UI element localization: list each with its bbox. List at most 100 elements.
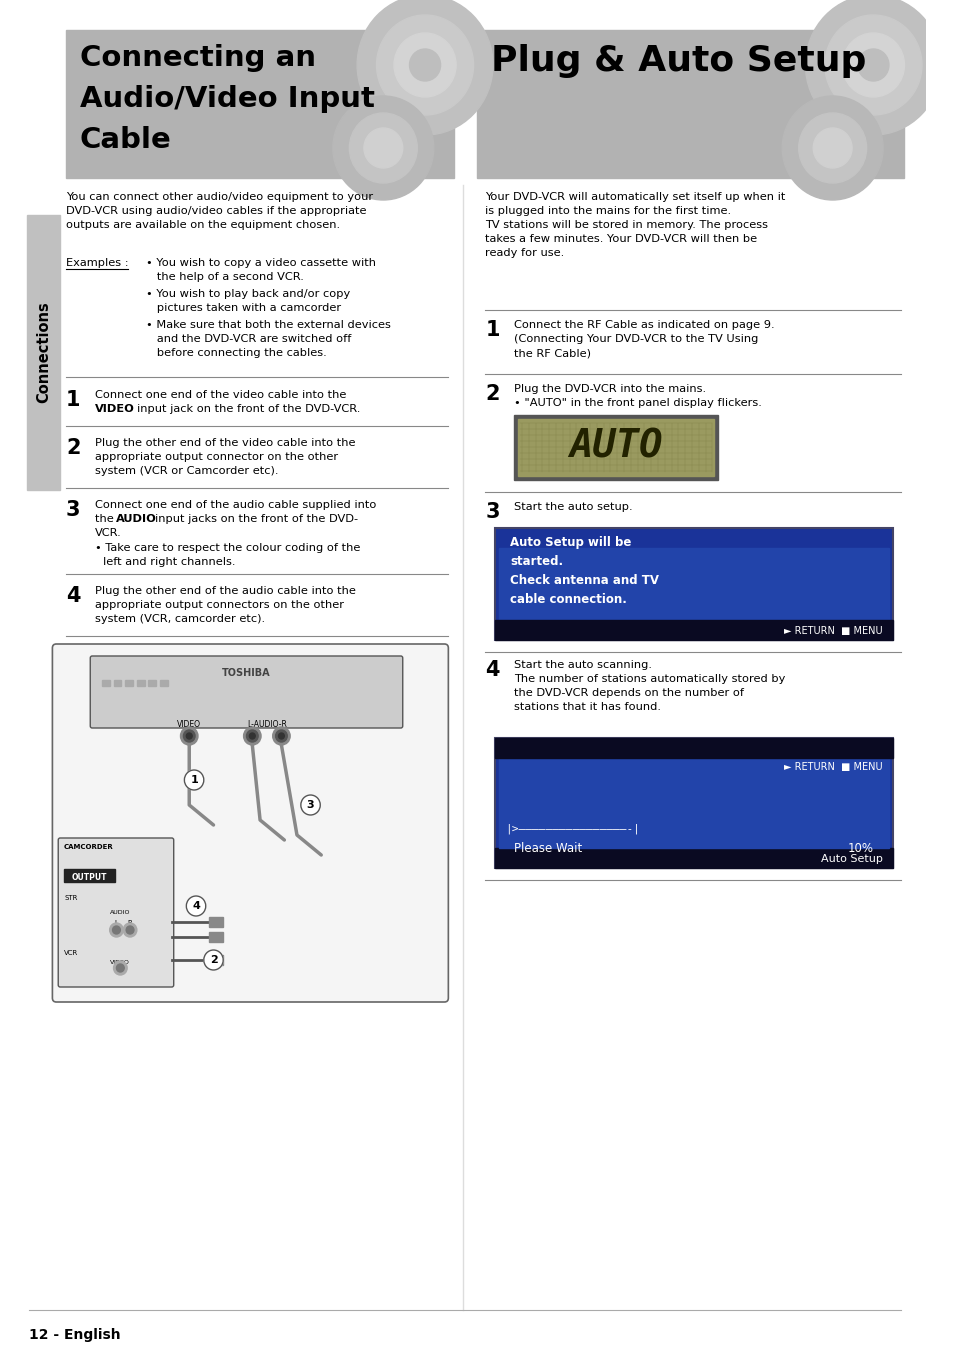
Text: Auto Setup will be
started.
Check antenna and TV
cable connection.: Auto Setup will be started. Check antenn… bbox=[510, 536, 659, 606]
Text: TOSHIBA: TOSHIBA bbox=[222, 668, 271, 679]
Bar bbox=[517, 420, 714, 476]
Circle shape bbox=[363, 128, 402, 169]
Circle shape bbox=[113, 960, 127, 975]
Text: 1: 1 bbox=[66, 390, 80, 410]
Text: STR: STR bbox=[64, 894, 77, 901]
Text: • "AUTO" in the front panel display flickers.: • "AUTO" in the front panel display flic… bbox=[514, 398, 761, 407]
Text: |>––––––––––––––––-|: |>––––––––––––––––-| bbox=[504, 824, 639, 835]
Bar bbox=[102, 680, 110, 687]
FancyBboxPatch shape bbox=[91, 656, 402, 728]
Text: • You wish to play back and/or copy
   pictures taken with a camcorder: • You wish to play back and/or copy pict… bbox=[146, 289, 350, 313]
Circle shape bbox=[184, 770, 204, 791]
Bar bbox=[149, 680, 156, 687]
Text: Auto Setup: Auto Setup bbox=[821, 854, 882, 863]
Text: Start the auto setup.: Start the auto setup. bbox=[514, 502, 632, 513]
FancyBboxPatch shape bbox=[495, 527, 892, 639]
Text: 1: 1 bbox=[190, 774, 198, 785]
Text: Please Wait: Please Wait bbox=[514, 842, 582, 855]
Text: 4: 4 bbox=[485, 660, 499, 680]
Circle shape bbox=[110, 923, 123, 938]
Text: You can connect other audio/video equipment to your
DVD-VCR using audio/video ca: You can connect other audio/video equipm… bbox=[66, 192, 373, 229]
Text: VCR: VCR bbox=[64, 950, 78, 956]
Text: input jacks on the front of the DVD-: input jacks on the front of the DVD- bbox=[155, 514, 358, 523]
Bar bbox=[498, 548, 888, 635]
Circle shape bbox=[300, 795, 320, 815]
Bar bbox=[498, 758, 888, 849]
Circle shape bbox=[804, 0, 941, 135]
Text: 1: 1 bbox=[485, 320, 499, 340]
Bar bbox=[125, 680, 132, 687]
Text: Plug the other end of the video cable into the
appropriate output connector on t: Plug the other end of the video cable in… bbox=[95, 438, 355, 476]
Text: 3: 3 bbox=[485, 502, 499, 522]
Text: CAMCORDER: CAMCORDER bbox=[64, 844, 113, 850]
Circle shape bbox=[246, 730, 258, 742]
Text: Plug the other end of the audio cable into the
appropriate output connectors on : Plug the other end of the audio cable in… bbox=[95, 585, 355, 625]
Text: 4: 4 bbox=[66, 585, 80, 606]
Bar bbox=[495, 738, 892, 758]
Bar bbox=[160, 680, 168, 687]
Bar bbox=[495, 621, 892, 639]
Text: AUTO: AUTO bbox=[569, 428, 662, 465]
Circle shape bbox=[824, 15, 921, 115]
Text: the: the bbox=[95, 514, 117, 523]
Text: L: L bbox=[114, 920, 118, 925]
Text: • Make sure that both the external devices
   and the DVD-VCR are switched off
 : • Make sure that both the external devic… bbox=[146, 320, 390, 357]
Circle shape bbox=[356, 0, 493, 135]
Bar bbox=[136, 680, 145, 687]
Bar bbox=[514, 415, 718, 480]
Bar bbox=[66, 30, 454, 178]
Circle shape bbox=[183, 730, 194, 742]
Circle shape bbox=[116, 965, 124, 973]
Text: Plug & Auto Setup: Plug & Auto Setup bbox=[491, 45, 865, 78]
Circle shape bbox=[781, 96, 882, 200]
Text: input jack on the front of the DVD-VCR.: input jack on the front of the DVD-VCR. bbox=[136, 403, 360, 414]
Text: ► RETURN  ■ MENU: ► RETURN ■ MENU bbox=[783, 626, 882, 635]
FancyBboxPatch shape bbox=[58, 838, 173, 987]
FancyBboxPatch shape bbox=[52, 643, 448, 1002]
Text: AUDIO: AUDIO bbox=[115, 514, 156, 523]
Text: • Take care to respect the colour coding of the: • Take care to respect the colour coding… bbox=[95, 544, 360, 553]
Circle shape bbox=[333, 96, 434, 200]
Circle shape bbox=[394, 32, 456, 97]
Bar bbox=[64, 869, 114, 882]
Circle shape bbox=[243, 727, 261, 745]
Circle shape bbox=[409, 49, 440, 81]
Circle shape bbox=[204, 950, 223, 970]
Text: VIDEO: VIDEO bbox=[177, 720, 201, 728]
Text: Connect the RF Cable as indicated on page 9.
(Connecting Your DVD-VCR to the TV : Connect the RF Cable as indicated on pag… bbox=[514, 320, 774, 357]
Text: • You wish to copy a video cassette with
   the help of a second VCR.: • You wish to copy a video cassette with… bbox=[146, 258, 375, 282]
Circle shape bbox=[180, 727, 198, 745]
Circle shape bbox=[126, 925, 133, 934]
Circle shape bbox=[812, 128, 851, 169]
Circle shape bbox=[112, 925, 120, 934]
Text: VIDEO: VIDEO bbox=[95, 403, 134, 414]
Circle shape bbox=[275, 730, 287, 742]
Text: 3: 3 bbox=[307, 800, 314, 809]
Text: Plug the DVD-VCR into the mains.: Plug the DVD-VCR into the mains. bbox=[514, 384, 706, 394]
Circle shape bbox=[186, 733, 192, 739]
Bar bbox=[27, 214, 60, 490]
Text: 2: 2 bbox=[485, 384, 499, 403]
Text: 10%: 10% bbox=[846, 842, 873, 855]
Text: R: R bbox=[128, 920, 132, 925]
Bar bbox=[495, 849, 892, 867]
Text: L-AUDIO-R: L-AUDIO-R bbox=[247, 720, 287, 728]
Text: 2: 2 bbox=[66, 438, 80, 459]
Text: Audio/Video Input: Audio/Video Input bbox=[79, 85, 375, 113]
Text: Connect one end of the audio cable supplied into: Connect one end of the audio cable suppl… bbox=[95, 500, 376, 510]
Circle shape bbox=[278, 733, 284, 739]
Text: VCR.: VCR. bbox=[95, 527, 122, 538]
Text: Connecting an: Connecting an bbox=[79, 45, 315, 71]
Text: left and right channels.: left and right channels. bbox=[103, 557, 235, 567]
Text: Connections: Connections bbox=[36, 302, 51, 403]
Bar bbox=[209, 917, 223, 927]
Text: 4: 4 bbox=[192, 901, 200, 911]
Bar bbox=[209, 955, 223, 965]
Circle shape bbox=[376, 15, 473, 115]
Text: Cable: Cable bbox=[79, 125, 172, 154]
Text: Examples :: Examples : bbox=[66, 258, 129, 268]
Circle shape bbox=[273, 727, 290, 745]
Bar bbox=[209, 932, 223, 942]
Text: 2: 2 bbox=[210, 955, 217, 965]
Text: ► RETURN  ■ MENU: ► RETURN ■ MENU bbox=[783, 762, 882, 772]
